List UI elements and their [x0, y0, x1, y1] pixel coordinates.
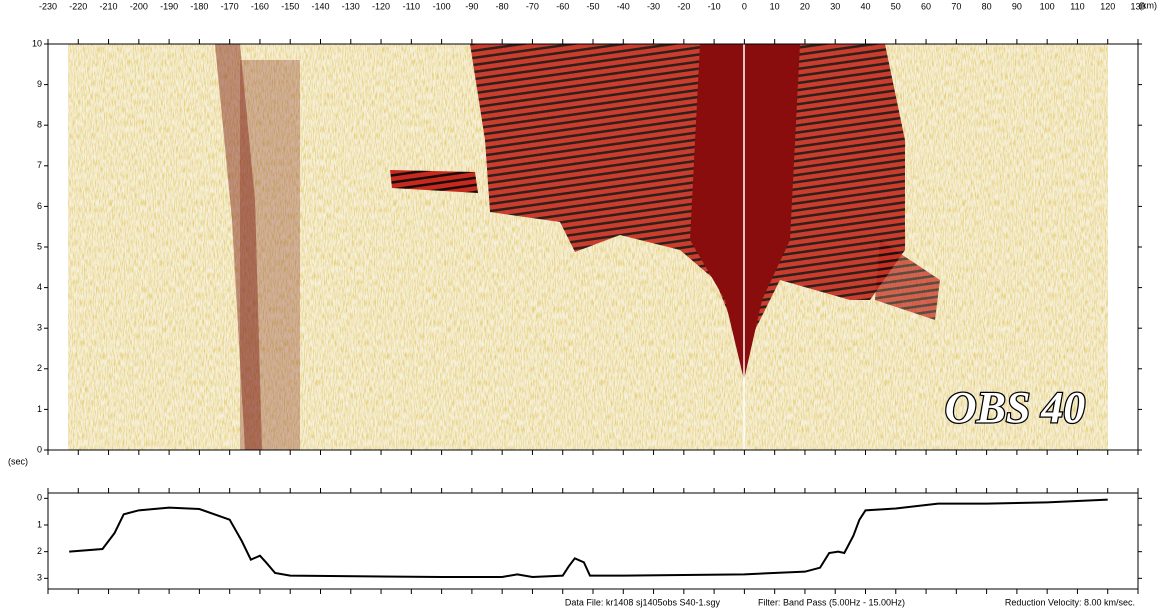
x-tick-label: -50	[586, 1, 599, 11]
x-tick-label: -200	[130, 1, 148, 11]
x-tick-label: -190	[160, 1, 178, 11]
section-arrivals	[875, 240, 940, 320]
y-tick-label: 1	[37, 519, 42, 529]
y-tick-label: 6	[37, 201, 42, 211]
section-core	[690, 44, 800, 380]
x-tick-label: 10	[770, 1, 780, 11]
x-tick-label: 100	[1040, 1, 1055, 11]
depth-line	[69, 498, 1108, 579]
x-tick-label: 50	[891, 1, 901, 11]
x-tick-label: -120	[372, 1, 390, 11]
x-tick-label: -180	[190, 1, 208, 11]
x-tick-label: -30	[647, 1, 660, 11]
x-tick-label: -80	[496, 1, 509, 11]
x-tick-label: -170	[221, 1, 239, 11]
y-tick-label: 3	[37, 573, 42, 583]
x-axis-label: (km)	[1139, 0, 1157, 10]
section-band	[240, 60, 300, 450]
footnote: Reduction Velocity: 8.00 km/sec.	[1005, 597, 1135, 607]
x-tick-label: -20	[677, 1, 690, 11]
y-tick-label: 0	[37, 444, 42, 454]
y-tick-label: 3	[37, 323, 42, 333]
x-tick-label: -220	[69, 1, 87, 11]
x-tick-label: 0	[742, 1, 747, 11]
y-axis-label: (sec)	[8, 456, 28, 466]
frame	[47, 492, 1139, 590]
x-tick-label: 120	[1100, 1, 1115, 11]
y-tick-label: 0	[37, 493, 42, 503]
x-tick-label: -60	[556, 1, 569, 11]
x-tick-label: 60	[921, 1, 931, 11]
x-tick-label: -90	[465, 1, 478, 11]
y-tick-label: 2	[37, 546, 42, 556]
section-band	[215, 44, 262, 450]
x-tick-label: 130	[1130, 1, 1145, 11]
y-tick-label: 1	[37, 404, 42, 414]
x-tick-label: 30	[830, 1, 840, 11]
x-tick-label: 110	[1070, 1, 1084, 11]
x-tick-label: -230	[39, 1, 57, 11]
y-tick-label: 5	[37, 241, 42, 251]
y-tick-label: 8	[37, 120, 42, 130]
y-tick-label: 7	[37, 160, 42, 170]
x-tick-label: -10	[708, 1, 721, 11]
x-tick-label: 20	[800, 1, 810, 11]
x-tick-label: -110	[403, 1, 420, 11]
seismic-image	[68, 44, 1108, 450]
x-tick-label: 90	[1012, 1, 1022, 11]
y-tick-label: 4	[37, 282, 42, 292]
y-tick-label: 10	[32, 38, 42, 48]
x-tick-label: -70	[526, 1, 539, 11]
x-tick-label: -100	[433, 1, 451, 11]
x-tick-label: 40	[860, 1, 870, 11]
y-tick-label: 9	[37, 79, 42, 89]
x-tick-label: -40	[617, 1, 630, 11]
x-tick-label: 80	[982, 1, 992, 11]
y-tick-label: 2	[37, 363, 42, 373]
section-arrivals	[470, 44, 905, 378]
x-tick-label: 70	[951, 1, 961, 11]
station-label: OBS 40	[945, 383, 1086, 432]
x-tick-label: -160	[251, 1, 269, 11]
x-tick-label: -130	[342, 1, 360, 11]
x-tick-label: -140	[311, 1, 329, 11]
section-arrivals	[390, 170, 478, 193]
footnote: Data File: kr1408 sj1405obs S40-1.sgy	[565, 597, 721, 607]
x-tick-label: -150	[281, 1, 299, 11]
x-tick-label: -210	[100, 1, 118, 11]
footnote: Filter: Band Pass (5.00Hz - 15.00Hz)	[758, 597, 905, 607]
